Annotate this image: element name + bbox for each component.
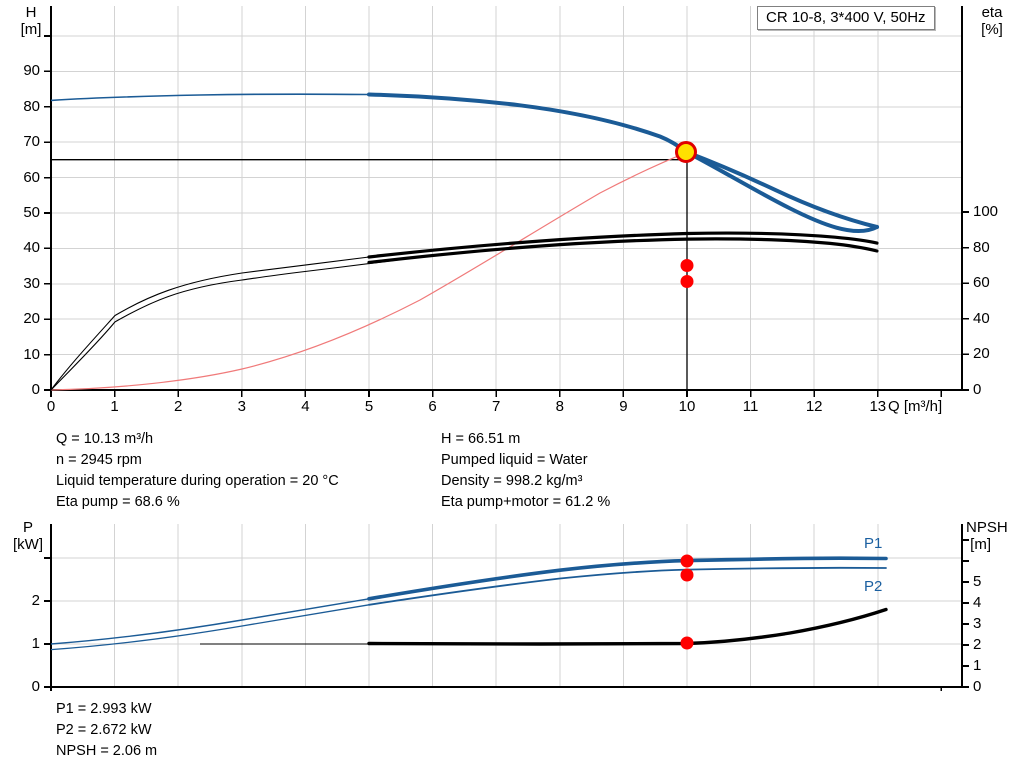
info-pumped-liquid: Pumped liquid = Water [441,452,588,468]
info-p2: P2 = 2.672 kW [56,722,152,738]
tick-q-3: 3 [237,398,246,415]
tick-q-0: 0 [46,398,56,415]
tick-eta-100: 100 [973,203,999,220]
head-eta-chart [44,6,969,397]
tick-h-60: 60 [23,168,40,186]
tick-h-10: 10 [23,345,40,363]
tick-npsh-2: 2 [973,636,982,653]
tick-h-50: 50 [23,204,40,221]
tick-q-5: 5 [364,398,374,415]
info-density: Density = 998.2 kg/m³ [441,473,583,489]
p1-curve-label: P1 [864,535,883,552]
head-curve [50,93,370,102]
bottom-x-ticks [50,687,943,691]
pump-model-title: CR 10-8, 3*400 V, 50Hz [757,6,935,30]
tick-eta-0: 0 [973,381,982,398]
tick-h-0: 0 [31,381,40,398]
top-chart-grid [51,6,962,390]
tick-h-80: 80 [23,97,40,115]
top-left-axis-label: H [m] [20,4,42,38]
tick-eta-20: 20 [973,345,990,363]
bottom-right-ticks [962,539,969,688]
p1-curve-thin [50,598,370,645]
top-x-ticks [50,390,943,397]
tick-h-20: 20 [23,310,40,328]
tick-npsh-5: 5 [973,573,982,590]
duty-point-marker[interactable] [675,141,697,163]
bottom-chart-axes [50,524,963,688]
bottom-chart-grid [51,524,962,687]
eta-pump-point-marker [680,259,694,272]
info-speed: n = 2945 rpm [56,452,142,468]
tick-q-12: 12 [805,398,823,415]
head-curve-bold [367,92,879,233]
bottom-right-axis-label: NPSH [m] [966,519,1008,553]
top-chart-axes [50,6,963,391]
info-bottom-column: P1 = 2.993 kW P2 = 2.672 kW NPSH = 2.06 … [56,699,157,762]
p2-curve-thin [50,604,370,651]
head-curve-tail [685,150,879,229]
bottom-left-axis-label: P [kW] [13,519,43,553]
tick-q-7: 7 [492,398,501,415]
tick-q-8: 8 [555,398,564,415]
tick-q-6: 6 [428,398,437,415]
top-right-axis-label: eta [%] [981,4,1003,38]
npsh-point-marker [680,636,694,650]
top-x-axis-label: Q [m³/h] [888,398,943,415]
info-eta-pump: Eta pump = 68.6 % [56,494,180,510]
eta-pump-motor-point-marker [680,275,694,288]
tick-h-30: 30 [23,274,40,292]
eta-pump-motor-curve-bold [367,237,879,265]
tick-npsh-4: 4 [973,594,982,611]
info-right-column: H = 66.51 m Pumped liquid = Water Densit… [441,429,610,513]
tick-p-0: 0 [31,678,40,695]
p1-curve-bold [367,556,888,601]
power-npsh-chart [44,524,969,691]
tick-eta-60: 60 [973,274,990,292]
tick-h-40: 40 [23,239,40,257]
tick-q-2: 2 [174,398,183,415]
info-left-column: Q = 10.13 m³/h n = 2945 rpm Liquid tempe… [56,429,339,513]
info-p1: P1 = 2.993 kW [56,701,152,717]
system-curve [50,151,688,391]
eta-pump-curve-bold [367,231,879,259]
tick-p-2: 2 [31,592,40,609]
npsh-curve [367,607,888,646]
p2-curve-bold [368,566,887,606]
tick-q-11: 11 [742,398,759,415]
tick-q-10: 10 [678,398,696,415]
tick-q-9: 9 [619,398,628,415]
top-left-ticks [44,35,51,391]
info-eta-pump-motor: Eta pump+motor = 61.2 % [441,494,611,510]
info-head: H = 66.51 m [441,431,521,447]
p2-point-marker [680,568,694,582]
tick-q-4: 4 [301,398,310,415]
p2-curve-label: P2 [864,578,883,595]
tick-h-70: 70 [23,133,40,151]
tick-q-13: 13 [869,398,887,415]
tick-h-90: 90 [23,62,40,80]
tick-npsh-1: 1 [973,657,982,674]
info-liquid-temp: Liquid temperature during operation = 20… [56,473,339,489]
tick-eta-40: 40 [973,309,990,327]
bottom-left-ticks [44,557,51,688]
top-right-ticks [962,211,969,391]
p1-point-marker [680,554,694,568]
tick-eta-80: 80 [973,238,990,256]
tick-npsh-3: 3 [973,615,982,632]
info-flow: Q = 10.13 m³/h [56,431,154,447]
tick-q-1: 1 [110,398,119,415]
tick-npsh-0: 0 [973,678,982,695]
info-npsh: NPSH = 2.06 m [56,743,158,759]
tick-p-1: 1 [31,635,40,652]
